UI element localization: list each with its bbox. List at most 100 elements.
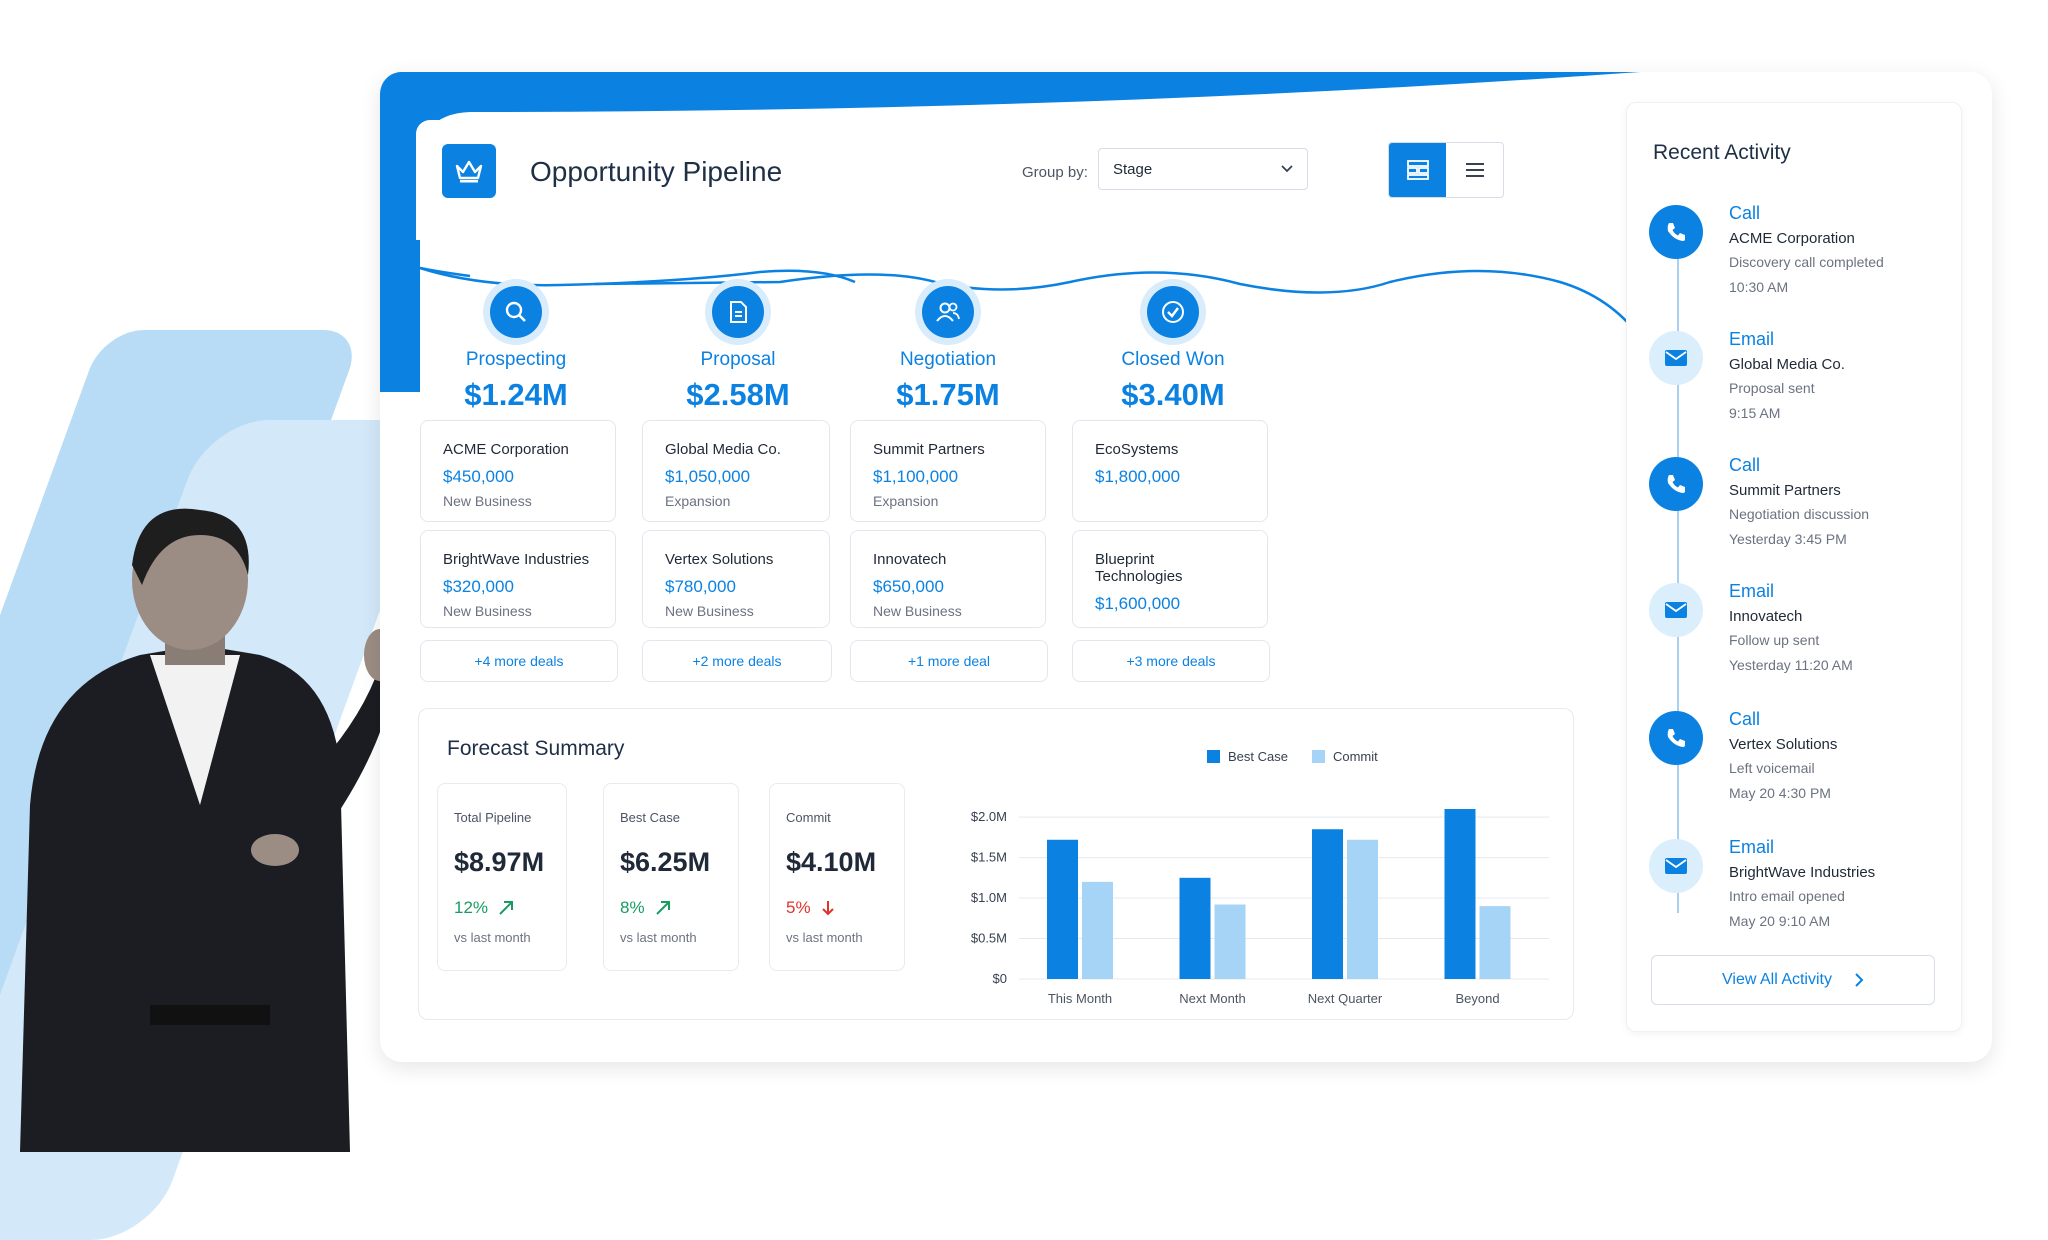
activity-company: ACME Corporation xyxy=(1729,230,1855,247)
deal-card[interactable]: Global Media Co. $1,050,000 Expansion xyxy=(642,420,830,522)
y-tick-label: $2.0M xyxy=(971,809,1007,824)
deal-name: Innovatech xyxy=(873,551,947,568)
metric-card: Commit $4.10M 5% vs last month xyxy=(769,783,905,971)
trend-up-icon xyxy=(655,901,670,915)
activity-description: Proposal sent xyxy=(1729,380,1815,396)
metric-change: 5% xyxy=(786,898,888,918)
stage-name: Prospecting xyxy=(465,349,567,370)
y-tick-label: $1.5M xyxy=(971,850,1007,865)
deal-name: Summit Partners xyxy=(873,441,985,458)
legend-commit: Commit xyxy=(1311,749,1378,764)
activity-type: Email xyxy=(1729,581,1775,601)
activity-description: Left voicemail xyxy=(1729,760,1815,776)
activity-time: May 20 9:10 AM xyxy=(1729,913,1831,929)
deal-card[interactable]: Innovatech $650,000 New Business xyxy=(850,530,1046,628)
stage-amount: $3.40M xyxy=(1121,377,1225,412)
activity-company: Innovatech xyxy=(1729,608,1803,625)
activity-time: May 20 4:30 PM xyxy=(1729,785,1831,801)
metric-value: $6.25M xyxy=(620,847,711,877)
metric-sub: vs last month xyxy=(786,930,863,945)
group-by-value: Stage xyxy=(1113,160,1153,178)
header-card xyxy=(416,120,1566,240)
more-deals-button[interactable]: +2 more deals xyxy=(642,640,832,682)
deal-card[interactable]: BrightWave Industries $320,000 New Busine… xyxy=(420,530,616,628)
metric-value: $8.97M xyxy=(454,847,545,877)
activity-description: Discovery call completed xyxy=(1729,254,1884,270)
activity-description: Negotiation discussion xyxy=(1729,506,1870,522)
deal-amount: $320,000 xyxy=(443,577,514,596)
mail-icon xyxy=(1649,583,1703,637)
more-deals-button[interactable]: +1 more deal xyxy=(850,640,1048,682)
deal-card[interactable]: Summit Partners $1,100,000 Expansion xyxy=(850,420,1046,522)
bar-best-case[interactable] xyxy=(1312,829,1343,979)
metric-change: 12% xyxy=(454,898,550,918)
users-icon xyxy=(922,286,974,338)
crown-logo-icon xyxy=(442,144,496,198)
activity-description: Intro email opened xyxy=(1729,888,1845,904)
activity-company: BrightWave Industries xyxy=(1729,864,1876,881)
activity-time: Yesterday 11:20 AM xyxy=(1729,657,1853,673)
forecast-title: Forecast Summary xyxy=(447,737,625,760)
deal-type: New Business xyxy=(443,603,532,619)
bar-best-case[interactable] xyxy=(1047,839,1078,979)
phone-icon xyxy=(1649,457,1703,511)
header-wave xyxy=(380,72,1641,392)
phone-icon xyxy=(1649,711,1703,765)
more-deals-button[interactable]: +3 more deals xyxy=(1072,640,1270,682)
metric-card: Total Pipeline $8.97M 12% vs last month xyxy=(437,783,567,971)
x-tick-label: Beyond xyxy=(1455,991,1499,1006)
chevron-right-icon xyxy=(1855,973,1864,987)
deal-name: BrightWave Industries xyxy=(443,551,590,568)
bar-commit[interactable] xyxy=(1347,839,1378,979)
x-tick-label: Next Month xyxy=(1179,991,1245,1006)
mail-icon xyxy=(1649,839,1703,893)
activity-company: Vertex Solutions xyxy=(1729,736,1838,753)
board-view-icon xyxy=(1406,160,1429,180)
deal-amount: $650,000 xyxy=(873,577,944,596)
bar-commit[interactable] xyxy=(1214,904,1246,979)
main-panel: Opportunity Pipeline Group by: Stage Pro… xyxy=(380,72,1992,1062)
deal-card[interactable]: EcoSystems $1,800,000 xyxy=(1072,420,1268,522)
deal-card[interactable]: Blueprint Technologies $1,600,000 xyxy=(1072,530,1268,628)
metric-label: Best Case xyxy=(620,810,680,825)
metric-sub: vs last month xyxy=(454,930,531,945)
stage-amount: $1.75M xyxy=(896,377,1000,412)
group-by-select[interactable]: Stage xyxy=(1098,148,1308,190)
y-tick-label: $1.0M xyxy=(971,890,1007,905)
deal-name: Vertex Solutions xyxy=(665,551,774,568)
bar-best-case[interactable] xyxy=(1179,877,1211,979)
activity-type: Call xyxy=(1729,455,1761,475)
deal-type: New Business xyxy=(443,493,532,509)
activity-title: Recent Activity xyxy=(1653,141,1791,164)
view-all-activity-button[interactable]: View All Activity xyxy=(1651,955,1935,1005)
group-by-label: Group by: xyxy=(1022,164,1088,181)
chart-legend: Best Case Commit xyxy=(1207,749,1378,764)
y-tick-label: $0.5M xyxy=(971,931,1007,946)
forecast-summary: Forecast Summary Total Pipeline $8.97M 1… xyxy=(418,708,1574,1020)
deal-name: Global Media Co. xyxy=(665,441,781,458)
metric-sub: vs last month xyxy=(620,930,697,945)
check-circle-icon xyxy=(1147,286,1199,338)
view-toggle xyxy=(1388,142,1504,198)
x-tick-label: Next Quarter xyxy=(1308,991,1383,1006)
metric-change: 8% xyxy=(620,898,722,918)
bar-best-case[interactable] xyxy=(1444,809,1476,979)
deal-name: Blueprint Technologies xyxy=(1095,551,1183,585)
stage-name: Proposal xyxy=(700,349,776,370)
chevron-down-icon xyxy=(1281,165,1293,173)
deal-amount: $1,050,000 xyxy=(665,467,751,486)
deal-amount: $1,800,000 xyxy=(1095,467,1181,486)
recent-activity-panel: Recent Activity Call ACME Corporation Di… xyxy=(1626,102,1962,1032)
legend-best-case: Best Case xyxy=(1207,749,1288,764)
bar-commit[interactable] xyxy=(1479,906,1511,979)
deal-amount: $1,100,000 xyxy=(873,467,959,486)
activity-company: Summit Partners xyxy=(1729,482,1841,499)
deal-card[interactable]: Vertex Solutions $780,000 New Business xyxy=(642,530,830,628)
bar-commit[interactable] xyxy=(1082,881,1113,979)
board-view-button[interactable] xyxy=(1389,143,1446,197)
deal-card[interactable]: ACME Corporation $450,000 New Business xyxy=(420,420,616,522)
more-deals-button[interactable]: +4 more deals xyxy=(420,640,618,682)
stage-name: Closed Won xyxy=(1121,349,1225,370)
list-view-button[interactable] xyxy=(1446,143,1503,197)
stage-amount: $2.58M xyxy=(686,377,790,412)
